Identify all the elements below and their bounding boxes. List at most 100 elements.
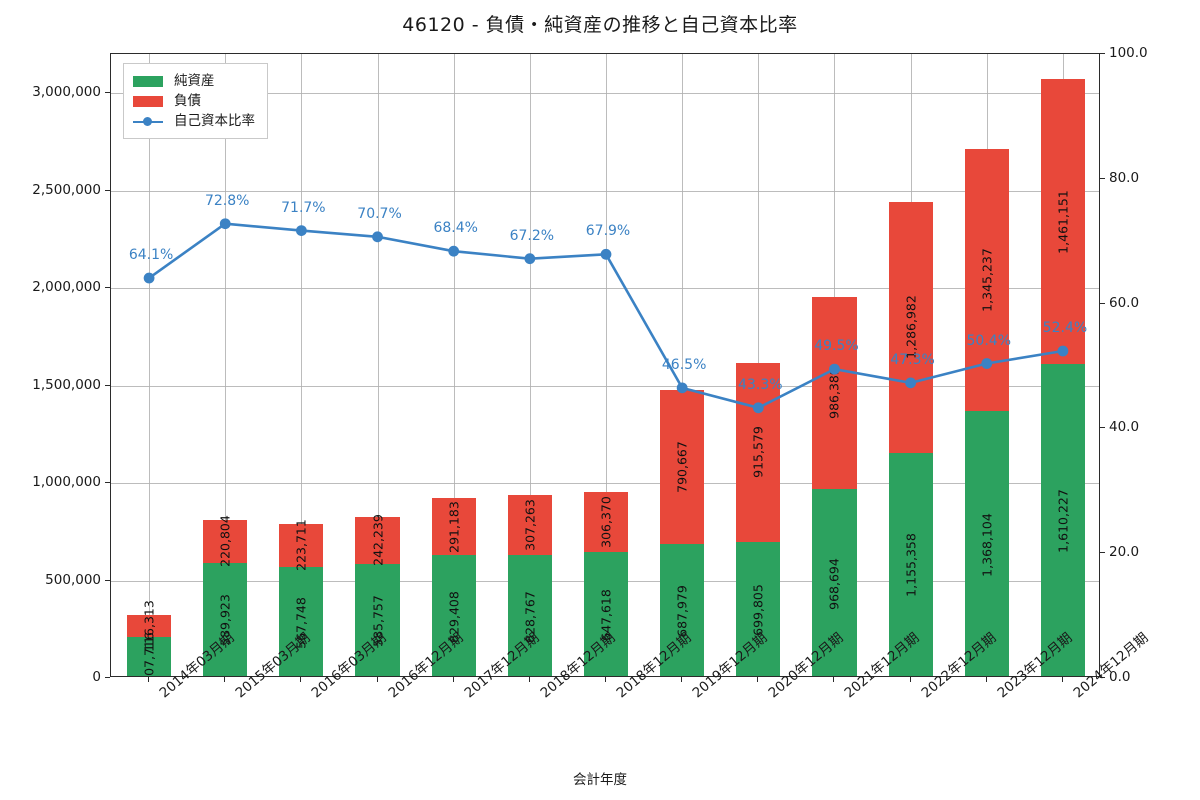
x-axis-tick-mark [605,677,606,682]
x-axis-tick-label: 2015年03月期 [230,630,314,701]
ratio-data-point[interactable] [905,377,917,389]
bar-segment-equity[interactable] [279,567,324,676]
bar-segment-equity[interactable] [203,562,248,676]
bar-segment-equity[interactable] [736,541,781,676]
ratio-data-point[interactable] [524,253,536,265]
gridline-vertical [378,54,379,676]
x-axis-tick-mark [681,677,683,682]
y-axis-tick-mark-right [1100,177,1105,179]
x-axis-tick-label: 2017年12月期 [459,630,542,701]
gridline-vertical [301,54,302,676]
y-axis-tick-mark-left [105,677,110,678]
x-axis-tick-mark [757,677,759,682]
gridline-horizontal [111,93,1099,94]
ratio-data-point[interactable] [676,382,688,394]
x-axis-tick-label: 2021年12月期 [839,630,923,701]
legend-item-label: 負債 [174,93,201,109]
bar-segment-liability[interactable] [507,495,552,556]
plot-area: 207,716 116,313 589,923 220,804 567,748 223,7… [110,53,1100,677]
x-axis-tick-label: 2016年03月期 [306,630,390,701]
y-axis-tick-right: 40.0 [1109,419,1140,436]
bar-segment-liability[interactable] [126,614,172,638]
bar-segment-liability[interactable] [736,363,781,542]
ratio-value-label: 43.3% [738,376,783,393]
ratio-value-label: 67.2% [509,227,555,244]
ratio-value-label: 46.5% [661,356,707,373]
bar-segment-equity[interactable] [431,555,476,676]
x-axis-label: 会計年度 [573,772,627,788]
bar-segment-equity[interactable] [1040,364,1085,676]
bar-segment-liability[interactable] [660,389,705,544]
gridline-vertical [530,54,531,676]
legend-item[interactable]: 自己資本比率 [133,111,255,131]
ratio-data-point[interactable] [295,225,307,236]
y-axis-tick-mark-left [105,92,110,93]
bar-segment-liability[interactable] [431,498,476,556]
x-axis-tick-mark [148,677,150,682]
legend-item[interactable]: 負債 [133,91,255,111]
x-axis-tick-mark [224,677,226,682]
bar-segment-liability[interactable] [583,491,629,552]
bar-segment-equity[interactable] [583,551,629,676]
y-axis-tick-mark-left [105,579,110,581]
y-axis-tick-mark-left [105,189,110,191]
legend-item-label: 純資産 [174,73,215,89]
bar-segment-equity[interactable] [507,555,552,676]
bar-segment-liability[interactable] [888,201,933,453]
ratio-data-point[interactable] [219,218,231,230]
chart-legend: 純資産負債自己資本比率 [123,63,268,139]
ratio-value-label: 67.9% [585,223,631,240]
bar-segment-equity[interactable] [888,452,933,676]
x-axis-tick-mark [528,677,530,682]
bar-segment-equity[interactable] [964,411,1009,676]
y-axis-tick-left: 2,500,000 [32,181,101,198]
legend-item-label: 自己資本比率 [174,113,255,129]
x-axis-tick-mark [833,677,835,682]
bar-segment-liability[interactable] [279,523,324,568]
legend-item[interactable]: 純資産 [133,71,255,91]
bar-segment-liability[interactable] [812,296,857,490]
ratio-data-point[interactable] [448,245,460,257]
ratio-value-label: 52.4% [1042,320,1088,337]
x-axis-tick-label: 2019年12月期 [687,630,771,701]
x-axis-tick-mark [1061,677,1063,682]
y-axis-tick-right: 80.0 [1109,169,1140,186]
ratio-data-point[interactable] [752,402,764,414]
y-axis-tick-left: 0 [92,669,101,685]
y-axis-tick-right: 100.0 [1109,45,1148,61]
legend-line-icon [133,116,163,127]
y-axis-tick-right: 0.0 [1109,669,1131,685]
bar-segment-equity[interactable] [126,637,172,676]
gridline-horizontal [111,288,1099,289]
ratio-value-label: 49.5% [814,338,859,355]
x-axis-tick-label: 2023年12月期 [992,630,1075,701]
gridline-horizontal [111,385,1099,387]
ratio-value-label: 68.4% [433,220,478,237]
x-axis-tick-mark [300,677,302,682]
ratio-line-svg [143,218,1069,414]
y-axis-tick-mark-left [105,482,110,483]
y-axis-tick-left: 3,000,000 [32,84,101,100]
bar-segment-liability[interactable] [1040,79,1085,364]
y-axis-tick-mark-right [1100,53,1105,54]
bar-segment-equity[interactable] [812,489,857,676]
bar-segment-equity[interactable] [660,543,705,676]
ratio-value-label: 64.1% [128,247,174,264]
y-axis-tick-left: 1,500,000 [32,376,101,393]
ratio-data-point[interactable] [143,272,155,284]
ratio-data-point[interactable] [600,248,612,260]
bar-segment-liability[interactable] [355,516,400,564]
y-axis-tick-mark-right [1100,302,1105,304]
chart-title: 46120 - 負債・純資産の推移と自己資本比率 [402,14,798,36]
ratio-data-point[interactable] [981,358,993,369]
x-axis-tick-mark [376,677,378,682]
y-axis-tick-left: 2,000,000 [32,279,101,295]
ratio-value-label: 72.8% [204,192,250,209]
ratio-data-point[interactable] [372,231,383,243]
ratio-data-point[interactable] [1057,345,1069,357]
y-axis-tick-left: 500,000 [45,571,101,588]
gridline-vertical [225,54,226,676]
ratio-data-point[interactable] [829,363,840,375]
bar-segment-liability[interactable] [203,519,248,563]
bar-segment-equity[interactable] [355,563,400,676]
